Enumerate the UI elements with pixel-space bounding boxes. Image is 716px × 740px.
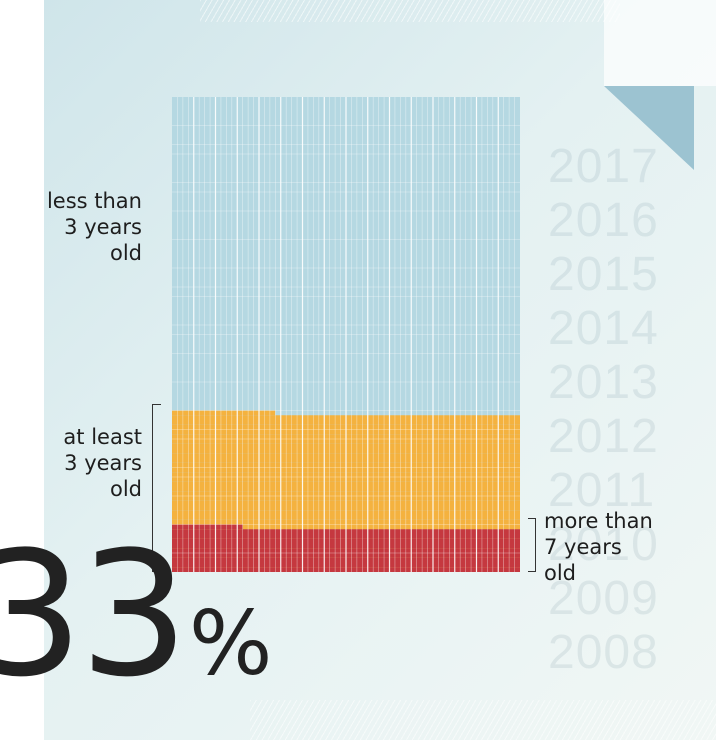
segment-more-than-7-years — [172, 524, 243, 530]
background-year: 2011 — [548, 464, 656, 517]
background-year: 2009 — [548, 572, 659, 625]
headline-value: 33 — [0, 514, 189, 715]
segment-at-least-3-years — [172, 410, 276, 416]
background-year: 2015 — [548, 248, 659, 301]
background-year: 2010 — [548, 518, 659, 571]
bracket-at-least-3-years — [152, 404, 161, 572]
headline-percent: 33% — [0, 520, 273, 739]
background-year: 2014 — [548, 302, 659, 355]
background-year: 2017 — [548, 140, 659, 193]
background-hatching-bottom — [250, 700, 716, 740]
label-at-least-3-years: at least 3 years old — [63, 425, 142, 501]
background-year: 2013 — [548, 356, 659, 409]
label-less-than-3-years: less than 3 years old — [46, 189, 142, 265]
page-corner — [604, 0, 716, 86]
bracket-more-than-7-years — [528, 518, 536, 572]
background-year: 2016 — [548, 194, 659, 247]
headline-unit: % — [188, 592, 273, 695]
label-more-than-7-years: more than 7 years old — [544, 509, 653, 585]
background-year-list: 2017 2016 2015 2014 2013 2012 2011 2010 … — [548, 140, 708, 680]
background-year: 2008 — [548, 626, 659, 679]
background-hatching — [200, 0, 620, 22]
grid-lines — [172, 97, 520, 572]
background-year: 2012 — [548, 410, 659, 463]
